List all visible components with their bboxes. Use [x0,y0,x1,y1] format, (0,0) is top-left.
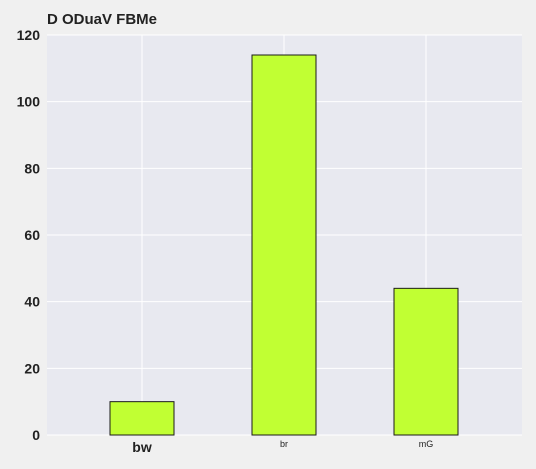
bars [109,54,459,436]
y-tick-label: 100 [17,94,41,110]
y-tick-label: 20 [24,360,40,376]
x-tick-label: br [280,439,288,449]
y-tick-label: 120 [17,27,41,43]
y-tick-label: 0 [32,427,40,443]
x-tick-label: mG [419,439,434,449]
y-tick-label: 40 [24,294,40,310]
x-tick-label: bw [132,439,152,455]
bar-mG [393,287,459,436]
chart-title: D ODuaV FBMe [47,11,158,28]
bar-br [251,54,317,436]
y-axis-ticks: 0 20 40 60 80 100 120 [17,27,41,443]
y-tick-label: 60 [24,227,40,243]
y-tick-label: 80 [24,160,40,176]
bar-bw [109,401,175,436]
x-axis-ticks: bw br mG [132,439,433,455]
